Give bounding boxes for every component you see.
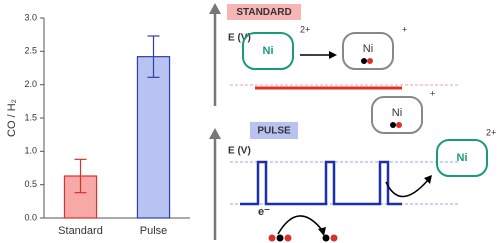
standard-box [227, 4, 301, 20]
atom [361, 58, 367, 64]
atom [367, 58, 373, 64]
y-tick-label: 2.5 [24, 46, 37, 56]
y-tick-label: 1.5 [24, 112, 37, 122]
arrow-head [424, 175, 432, 184]
arrow-head [329, 51, 337, 59]
metal-label: Ni [363, 43, 373, 55]
curved-arrow [385, 179, 429, 198]
macrocycle [242, 32, 294, 70]
charge: 2+ [486, 127, 496, 137]
y-axis-label: CO / H₂ [6, 99, 18, 137]
metal-label: Ni [392, 107, 402, 119]
pulse-waveform [240, 160, 402, 206]
metal-label: Ni [263, 45, 274, 57]
atom [330, 234, 338, 242]
pulse-box [250, 122, 298, 139]
arrow-head [318, 227, 326, 236]
y-tick-label: 1.0 [24, 146, 37, 156]
standard-panel: E (V) STANDARD Ni 2+ Ni + [209, 3, 460, 106]
y-tick-label: 2.0 [24, 79, 37, 89]
y-tick-label: 0.5 [24, 179, 37, 189]
metal-label: Ni [457, 152, 468, 164]
atom [284, 234, 292, 242]
charge: + [430, 88, 435, 98]
atom [322, 234, 330, 242]
y-tick-label: 0.0 [24, 212, 37, 222]
x-tick-label: Pulse [140, 225, 168, 237]
atom [396, 122, 402, 128]
y-tick-label: 3.0 [24, 12, 37, 22]
energy-label: E (V) [228, 146, 251, 157]
charge: + [402, 24, 407, 34]
arrow-head [209, 128, 221, 139]
curved-arrow [277, 215, 323, 235]
atom [390, 122, 396, 128]
macrocycle [371, 96, 423, 134]
x-tick-label: Standard [58, 225, 103, 237]
energy-label: E (V) [228, 33, 251, 44]
atom [276, 234, 284, 242]
arrow-head [209, 3, 221, 14]
pulse-label: PULSE [257, 126, 291, 137]
macrocycle [342, 32, 394, 70]
pulse-panel: E (V) PULSE Ni + Ni 2+ e⁻ [209, 88, 496, 242]
macrocycle [436, 139, 488, 177]
standard-label: STANDARD [236, 7, 291, 18]
charge: 2+ [300, 24, 310, 34]
atom [268, 234, 276, 242]
electron-label: e⁻ [258, 206, 270, 218]
bar [136, 56, 171, 219]
